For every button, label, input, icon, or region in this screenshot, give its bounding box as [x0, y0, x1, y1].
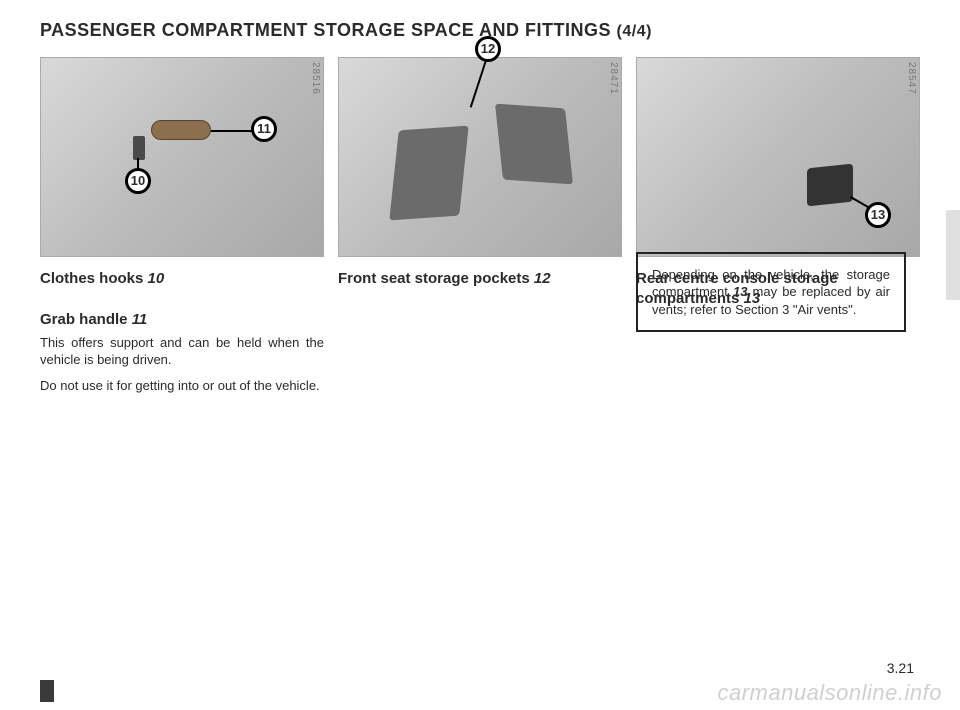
callout-line-11	[211, 130, 255, 132]
side-tab	[946, 210, 960, 300]
title-part: (4/4)	[617, 23, 652, 40]
callout-11: 11	[251, 116, 277, 142]
title-main: PASSENGER COMPARTMENT STORAGE SPACE AND …	[40, 20, 617, 40]
column-3: 28547 13 Rear centre console storage com…	[636, 57, 920, 402]
column-2: 28471 12 Front seat storage pockets 12	[338, 57, 622, 402]
heading-grab-handle-ref: 11	[132, 311, 148, 328]
figure-rear-console: 28547 13	[636, 57, 920, 257]
grab-handle-para-1: This offers support and can be held when…	[40, 334, 324, 369]
heading-front-seat-pockets-ref: 12	[534, 270, 551, 287]
content-columns: 28516 11 10 Clothes hooks 10 Grab handle…	[40, 57, 920, 402]
heading-front-seat-pockets: Front seat storage pockets 12	[338, 269, 622, 289]
figure-front-seat-pockets: 28471 12	[338, 57, 622, 257]
figure-id-3: 28547	[906, 62, 917, 95]
seat-pocket-right	[495, 104, 573, 185]
heading-grab-handle-text: Grab handle	[40, 311, 132, 328]
heading-grab-handle: Grab handle 11	[40, 311, 324, 328]
note-ref: 13	[733, 284, 747, 299]
figure-id-1: 28516	[310, 62, 321, 95]
watermark: carmanualsonline.info	[717, 680, 942, 706]
grab-handle-para-2: Do not use it for getting into or out of…	[40, 377, 324, 395]
figure-id-2: 28471	[608, 62, 619, 95]
footer-mark	[40, 680, 54, 702]
heading-clothes-hooks-ref: 10	[148, 270, 165, 287]
seat-pocket-left	[389, 126, 468, 221]
heading-clothes-hooks-text: Clothes hooks	[40, 270, 148, 287]
callout-12: 12	[475, 36, 501, 62]
heading-clothes-hooks: Clothes hooks 10	[40, 269, 324, 289]
note-box: Depending on the vehicle, the storage co…	[636, 252, 906, 333]
heading-front-seat-pockets-text: Front seat storage pockets	[338, 270, 534, 287]
figure-clothes-hooks: 28516 11 10	[40, 57, 324, 257]
callout-10: 10	[125, 168, 151, 194]
grab-handle-shape	[151, 120, 211, 140]
clothes-hook-shape	[133, 136, 145, 160]
page-number: 3.21	[887, 660, 914, 676]
column-1: 28516 11 10 Clothes hooks 10 Grab handle…	[40, 57, 324, 402]
console-storage-shape	[807, 164, 853, 207]
callout-13: 13	[865, 202, 891, 228]
